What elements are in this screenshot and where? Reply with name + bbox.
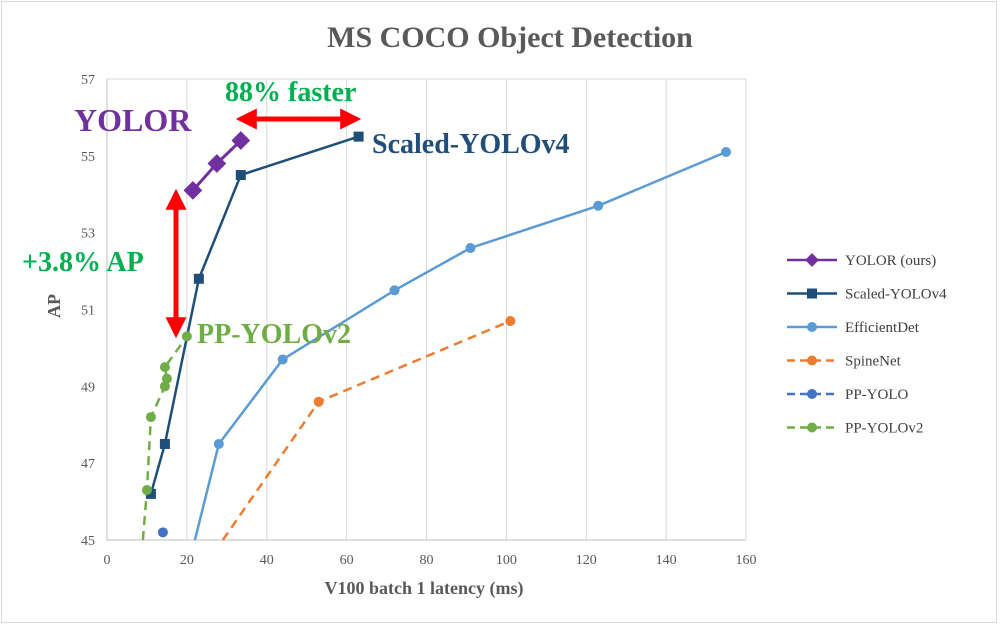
marker-scaled-yolov4 (159, 438, 170, 449)
annotation-yolor: YOLOR (74, 102, 192, 138)
x-tick-label: 20 (180, 553, 194, 568)
series-scaled-yolov4 (145, 131, 364, 499)
x-tick-label: 0 (104, 553, 111, 568)
legend-item-efficientdet: EfficientDet (787, 320, 920, 336)
marker-efficientdet (721, 146, 732, 157)
series-efficientdet (193, 146, 732, 541)
marker-efficientdet (213, 438, 224, 449)
marker-spinenet (807, 355, 817, 366)
y-tick-label: 51 (81, 304, 95, 319)
marker-spinenet (313, 396, 324, 407)
x-tick-label: 100 (496, 553, 517, 568)
marker-pp-yolov2 (141, 485, 152, 496)
y-tick-label: 45 (81, 534, 95, 549)
marker-pp-yolov2 (807, 422, 817, 433)
marker-pp-yolov2 (159, 362, 170, 373)
x-tick-label: 140 (656, 553, 677, 568)
legend-item-pp-yolov2: PP-YOLOv2 (787, 421, 923, 437)
x-tick-label: 80 (420, 553, 434, 568)
legend-item-yolor-ours: YOLOR (ours) (787, 253, 936, 269)
marker-efficientdet (465, 243, 476, 254)
marker-scaled-yolov4 (235, 170, 246, 181)
marker-pp-yolov2 (159, 381, 170, 392)
plot-area (141, 131, 732, 541)
x-tick-label: 40 (260, 553, 274, 568)
axes (106, 79, 746, 541)
marker-pp-yolo (157, 527, 168, 538)
marker-efficientdet (593, 200, 604, 211)
legend-item-spinenet: SpineNet (787, 354, 902, 370)
annotation-ap-gain: +3.8% AP (22, 247, 144, 278)
marker-pp-yolov2 (161, 373, 172, 384)
marker-pp-yolov2 (145, 412, 156, 423)
x-axis-label: V100 batch 1 latency (ms) (325, 578, 524, 599)
marker-spinenet (505, 316, 516, 327)
series-line-spinenet (221, 319, 511, 541)
marker-yolor-ours (231, 131, 251, 150)
legend-label: PP-YOLOv2 (845, 421, 923, 437)
marker-pp-yolo (807, 389, 817, 399)
y-tick-label: 55 (81, 150, 95, 165)
legend-label: PP-YOLO (845, 387, 909, 403)
legend-item-pp-yolo: PP-YOLO (787, 387, 909, 403)
y-tick-label: 49 (81, 380, 95, 395)
x-tick-label: 120 (576, 553, 597, 568)
annotation-faster: 88% faster (225, 77, 356, 108)
legend: YOLOR (ours) Scaled-YOLOv4 EfficientDet Spi… (787, 253, 947, 437)
marker-efficientdet (807, 322, 817, 332)
marker-scaled-yolov4 (193, 273, 204, 284)
y-tick-label: 47 (81, 457, 95, 472)
series-pp-yolo (157, 527, 168, 538)
marker-yolor-ours (183, 181, 203, 200)
marker-efficientdet (389, 285, 400, 296)
x-tick-label: 60 (340, 553, 354, 568)
annotation-scaled-yolov4: Scaled-YOLOv4 (372, 129, 570, 160)
y-tick-labels: 45 47 49 51 53 55 57 (81, 73, 95, 549)
x-tick-labels: 0 20 40 60 80 100 120 140 160 (104, 553, 757, 568)
legend-label: SpineNet (845, 354, 902, 370)
y-tick-label: 53 (81, 227, 95, 242)
legend-item-scaled-yolov4: Scaled-YOLOv4 (787, 287, 947, 303)
marker-scaled-yolov4 (807, 288, 817, 299)
marker-efficientdet (277, 354, 288, 365)
series-line-scaled-yolov4 (149, 135, 359, 495)
marker-pp-yolov2 (181, 331, 192, 342)
gridlines (107, 78, 747, 540)
legend-label: EfficientDet (845, 320, 920, 336)
series-yolor-ours (183, 131, 251, 200)
marker-yolor-ours (805, 253, 819, 267)
chart-title: MS COCO Object Detection (327, 21, 693, 54)
y-axis-label: AP (44, 294, 64, 318)
x-tick-label: 160 (736, 553, 757, 568)
legend-label: YOLOR (ours) (845, 253, 936, 269)
series-pp-yolov2 (141, 331, 192, 541)
y-tick-label: 57 (81, 73, 95, 88)
marker-scaled-yolov4 (145, 488, 156, 499)
marker-yolor-ours (207, 154, 227, 173)
annotation-pp-yolov2: PP-YOLOv2 (197, 319, 351, 350)
marker-scaled-yolov4 (353, 131, 364, 142)
legend-label: Scaled-YOLOv4 (845, 287, 947, 303)
series-spinenet (221, 316, 516, 541)
